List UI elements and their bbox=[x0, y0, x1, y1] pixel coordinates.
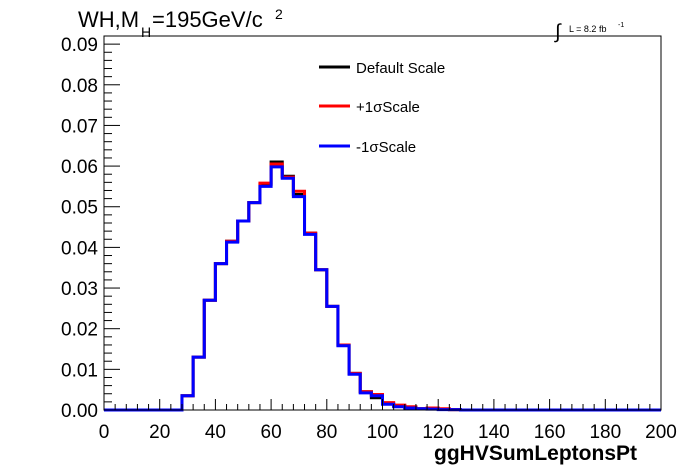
y-axis: 0.00 0.01 0.02 0.03 0.04 0.05 0.06 0.07 0.08 0.09 bbox=[61, 35, 120, 422]
x-tick-label: 20 bbox=[149, 422, 170, 443]
luminosity-text: L = 8.2 fb bbox=[569, 24, 606, 34]
y-tick-label: 0.09 bbox=[61, 35, 98, 56]
integral-symbol: ∫ bbox=[554, 21, 562, 43]
y-tick-label: 0.01 bbox=[61, 360, 98, 381]
y-tick-label: 0.00 bbox=[61, 401, 98, 422]
x-tick-label: 100 bbox=[367, 422, 399, 443]
y-tick-label: 0.02 bbox=[61, 320, 98, 341]
x-tick-label: 200 bbox=[645, 422, 677, 443]
x-tick-label: 80 bbox=[316, 422, 337, 443]
legend: Default Scale +1σScale -1σScale bbox=[319, 60, 445, 156]
x-tick-label: 60 bbox=[261, 422, 282, 443]
plot-title-subscript: H bbox=[141, 24, 151, 40]
y-tick-label: 0.05 bbox=[61, 198, 98, 219]
x-tick-label: 140 bbox=[478, 422, 510, 443]
x-tick-label: 0 bbox=[99, 422, 110, 443]
legend-entry: Default Scale bbox=[356, 60, 445, 77]
luminosity-label: ∫ L = 8.2 fb -1 bbox=[554, 21, 624, 43]
legend-entry: +1σScale bbox=[356, 99, 420, 116]
plot-title-superscript: 2 bbox=[275, 6, 283, 22]
plot-title: WH,M H =195GeV/c 2 bbox=[78, 6, 283, 40]
x-axis: 0 20 40 60 80 100 120 140 160 180 200 bbox=[99, 399, 677, 443]
x-tick-label: 160 bbox=[534, 422, 566, 443]
luminosity-superscript: -1 bbox=[618, 22, 624, 29]
y-tick-label: 0.08 bbox=[61, 76, 98, 97]
y-tick-label: 0.03 bbox=[61, 279, 98, 300]
x-tick-label: 40 bbox=[205, 422, 226, 443]
legend-entry: -1σScale bbox=[356, 139, 416, 156]
plot-title-rest: =195GeV/c bbox=[152, 7, 263, 32]
plot-title-main: WH,M bbox=[78, 7, 139, 32]
y-tick-label: 0.06 bbox=[61, 157, 98, 178]
y-tick-label: 0.04 bbox=[61, 238, 98, 259]
y-tick-label: 0.07 bbox=[61, 116, 98, 137]
x-tick-label: 180 bbox=[589, 422, 621, 443]
x-axis-title: ggHVSumLeptonsPt bbox=[434, 442, 637, 465]
x-tick-label: 120 bbox=[422, 422, 454, 443]
